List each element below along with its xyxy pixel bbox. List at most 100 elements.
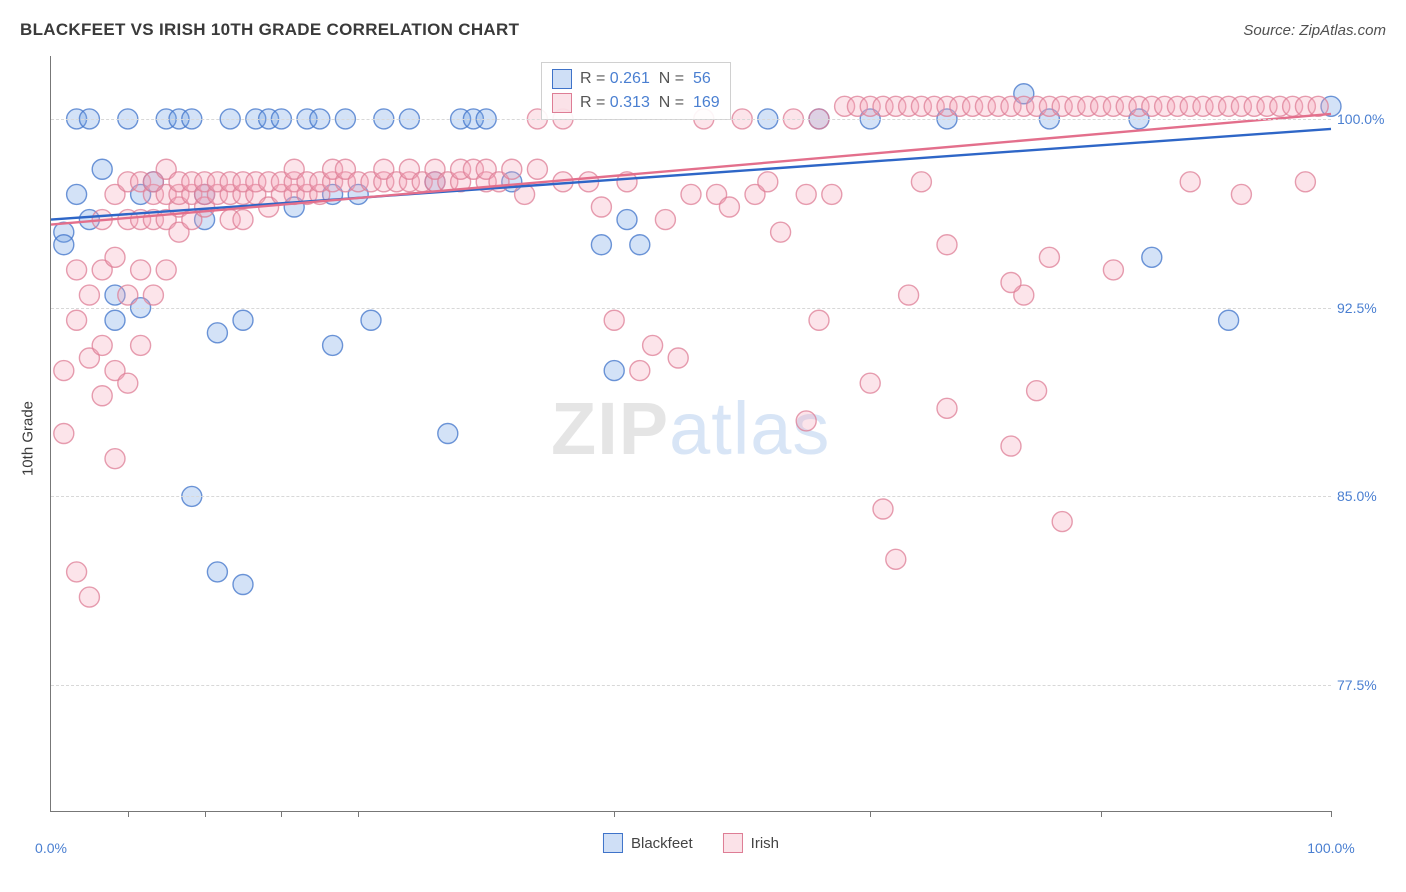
legend-text: R = 0.313 N = 169 — [580, 94, 720, 112]
data-point — [604, 361, 624, 381]
legend-row: R = 0.313 N = 169 — [552, 91, 720, 115]
data-point — [67, 260, 87, 280]
x-tick-label: 0.0% — [35, 840, 67, 856]
data-point — [1027, 381, 1047, 401]
data-point — [92, 159, 112, 179]
correlation-legend: R = 0.261 N = 56 R = 0.313 N = 169 — [541, 62, 731, 120]
data-point — [591, 235, 611, 255]
data-point — [502, 159, 522, 179]
data-point — [1001, 436, 1021, 456]
data-point — [54, 235, 74, 255]
data-point — [643, 335, 663, 355]
data-point — [771, 222, 791, 242]
data-point — [1001, 273, 1021, 293]
data-point — [1039, 247, 1059, 267]
trend-line — [51, 114, 1331, 225]
data-point — [67, 310, 87, 330]
data-point — [1142, 247, 1162, 267]
source-attribution: Source: ZipAtlas.com — [1243, 22, 1386, 39]
chart-title: BLACKFEET VS IRISH 10TH GRADE CORRELATIO… — [20, 20, 519, 40]
x-tick — [128, 811, 129, 817]
legend-text: R = 0.261 N = 56 — [580, 70, 711, 88]
series-legend-label: Irish — [751, 835, 779, 852]
plot-area: ZIPatlas R = 0.261 N = 56R = 0.313 N = 1… — [50, 56, 1331, 812]
data-point — [681, 184, 701, 204]
data-point — [796, 411, 816, 431]
data-point — [92, 335, 112, 355]
x-tick — [358, 811, 359, 817]
data-point — [54, 361, 74, 381]
x-tick — [614, 811, 615, 817]
data-point — [1052, 512, 1072, 532]
data-point — [604, 310, 624, 330]
data-point — [1231, 184, 1251, 204]
data-point — [131, 260, 151, 280]
data-point — [822, 184, 842, 204]
y-tick-label: 85.0% — [1337, 488, 1389, 504]
data-point — [1180, 172, 1200, 192]
data-point — [207, 323, 227, 343]
data-point — [233, 310, 253, 330]
x-tick — [281, 811, 282, 817]
x-tick — [205, 811, 206, 817]
data-point — [67, 184, 87, 204]
y-tick-label: 77.5% — [1337, 677, 1389, 693]
gridline-h — [51, 308, 1331, 309]
series-legend-item: Irish — [723, 833, 779, 853]
data-point — [809, 310, 829, 330]
chart-svg — [51, 56, 1331, 811]
data-point — [527, 159, 547, 179]
data-point — [105, 449, 125, 469]
legend-row: R = 0.261 N = 56 — [552, 67, 720, 91]
y-tick-label: 100.0% — [1337, 111, 1389, 127]
data-point — [79, 285, 99, 305]
y-axis-label: 10th Grade — [20, 401, 37, 476]
data-point — [617, 210, 637, 230]
data-point — [233, 210, 253, 230]
data-point — [655, 210, 675, 230]
data-point — [131, 335, 151, 355]
data-point — [323, 335, 343, 355]
x-tick — [1101, 811, 1102, 817]
gridline-h — [51, 119, 1331, 120]
data-point — [937, 398, 957, 418]
data-point — [668, 348, 688, 368]
y-tick-label: 92.5% — [1337, 300, 1389, 316]
data-point — [118, 285, 138, 305]
data-point — [1219, 310, 1239, 330]
data-point — [143, 285, 163, 305]
data-point — [438, 424, 458, 444]
data-point — [796, 184, 816, 204]
x-tick-label: 100.0% — [1307, 840, 1354, 856]
data-point — [207, 562, 227, 582]
data-point — [886, 549, 906, 569]
data-point — [899, 285, 919, 305]
data-point — [873, 499, 893, 519]
legend-swatch — [552, 93, 572, 113]
data-point — [54, 424, 74, 444]
data-point — [105, 247, 125, 267]
gridline-h — [51, 496, 1331, 497]
data-point — [1103, 260, 1123, 280]
gridline-h — [51, 685, 1331, 686]
data-point — [937, 235, 957, 255]
x-tick — [1331, 811, 1332, 817]
data-point — [758, 172, 778, 192]
data-point — [630, 361, 650, 381]
legend-swatch — [723, 833, 743, 853]
series-legend-item: Blackfeet — [603, 833, 693, 853]
data-point — [156, 260, 176, 280]
series-legend-label: Blackfeet — [631, 835, 693, 852]
data-point — [79, 587, 99, 607]
data-point — [1295, 172, 1315, 192]
x-tick — [870, 811, 871, 817]
data-point — [719, 197, 739, 217]
data-point — [67, 562, 87, 582]
data-point — [860, 373, 880, 393]
data-point — [105, 310, 125, 330]
data-point — [92, 386, 112, 406]
legend-swatch — [552, 69, 572, 89]
data-point — [630, 235, 650, 255]
source-name: ZipAtlas.com — [1299, 22, 1386, 39]
legend-swatch — [603, 833, 623, 853]
